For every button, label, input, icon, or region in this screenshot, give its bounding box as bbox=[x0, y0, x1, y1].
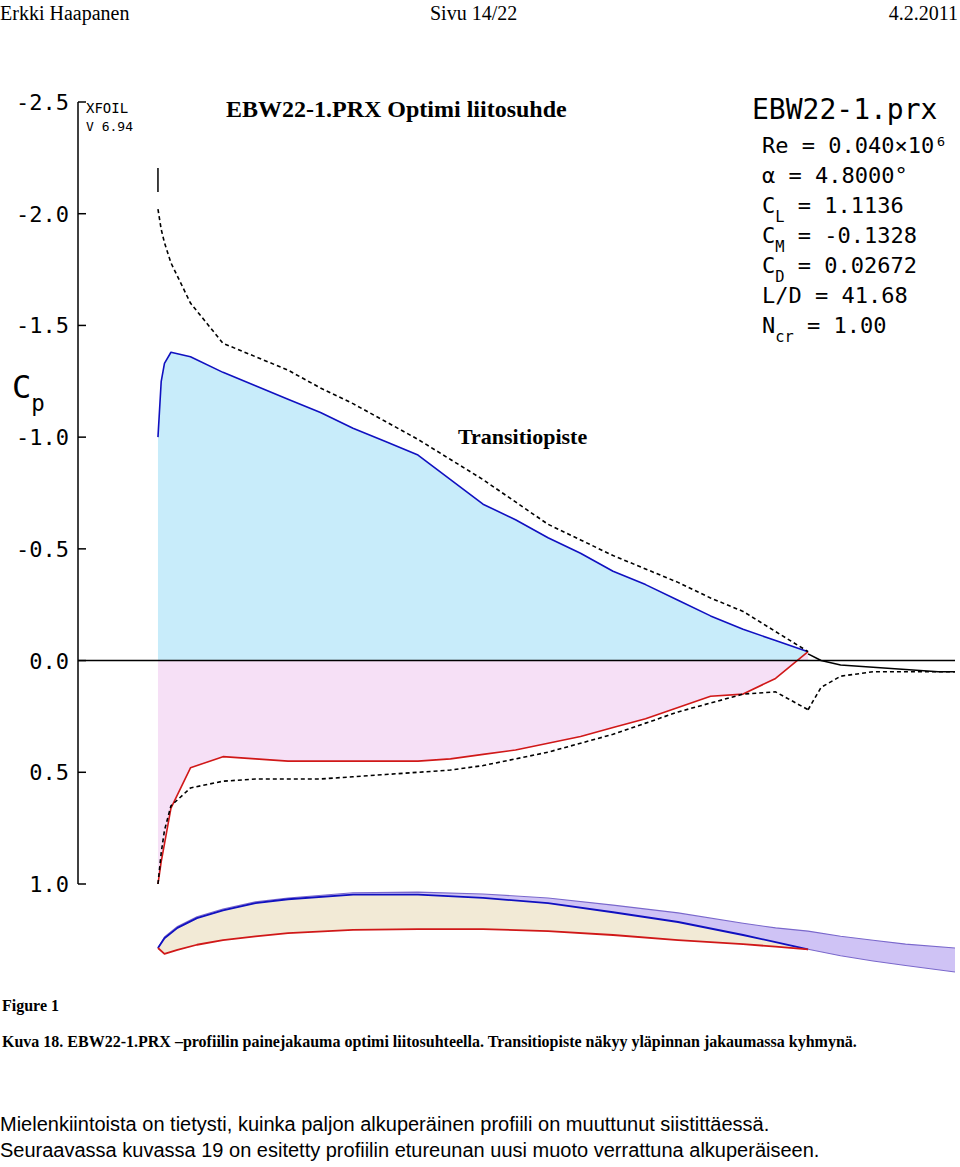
annotation: XFOIL bbox=[86, 100, 128, 116]
y-tick bbox=[78, 883, 86, 885]
annotation: Re = 0.040×10⁶ bbox=[762, 133, 947, 158]
airfoil-surface bbox=[158, 929, 808, 954]
annotation: Ncr = 1.00 bbox=[762, 313, 887, 346]
page-header: 4.2.2011 bbox=[889, 1, 958, 25]
x-axis bbox=[78, 660, 955, 662]
subscript: p bbox=[31, 390, 44, 416]
subscript: cr bbox=[775, 328, 794, 346]
y-tick bbox=[78, 772, 86, 774]
subscript: M bbox=[775, 238, 784, 256]
y-tick-label: -1.5 bbox=[16, 313, 69, 338]
y-axis-label: Cp bbox=[12, 368, 45, 416]
value-text: = 1.1136 bbox=[785, 193, 904, 218]
displacement-fill bbox=[158, 892, 955, 972]
symbol: C bbox=[12, 368, 31, 406]
cp-line-inviscid bbox=[158, 692, 808, 884]
cp-plot: -2.5 -2.0 -1.5 -1.0 -0.5 0.0 0.5 1.0 Cp EBW22-1.P… bbox=[12, 90, 955, 897]
symbol: N bbox=[762, 313, 775, 338]
annotation: EBW22-1.prx bbox=[752, 93, 937, 126]
y-tick-label: 0.0 bbox=[29, 649, 69, 674]
airfoil-plot bbox=[158, 892, 955, 972]
plot-area bbox=[158, 209, 955, 884]
annotation: V 6.94 bbox=[86, 119, 133, 134]
annotation: CL = 1.1136 bbox=[762, 193, 904, 226]
y-axis bbox=[77, 102, 79, 884]
y-tick-label: 1.0 bbox=[29, 872, 69, 897]
y-tick bbox=[78, 213, 86, 215]
chart-svg: -2.5 -2.0 -1.5 -1.0 -0.5 0.0 0.5 1.0 Cp EBW22-1.P… bbox=[0, 0, 960, 1167]
body-text: Seuraavassa kuvassa 19 on esitetty profi… bbox=[0, 1138, 819, 1162]
symbol: C bbox=[762, 193, 775, 218]
annotation: α = 4.8000° bbox=[762, 163, 908, 188]
y-tick-label: -0.5 bbox=[16, 537, 69, 562]
displacement-line bbox=[808, 949, 955, 972]
y-tick-label: -2.0 bbox=[16, 202, 69, 227]
annotation: L/D = 41.68 bbox=[762, 283, 908, 308]
cp-line-inviscid bbox=[808, 672, 955, 710]
symbol: C bbox=[762, 253, 775, 278]
y-tick-label: -1.0 bbox=[16, 425, 69, 450]
y-tick bbox=[78, 325, 86, 327]
y-tick bbox=[78, 436, 86, 438]
y-tick bbox=[78, 101, 86, 103]
airfoil-fill bbox=[158, 895, 808, 954]
page-header: Erkki Haapanen bbox=[0, 1, 129, 25]
value-text: = 0.02672 bbox=[785, 253, 917, 278]
y-tick bbox=[78, 660, 86, 662]
cp-line bbox=[158, 352, 808, 651]
body-text: Mielenkiintoista on tietysti, kuinka pal… bbox=[0, 1112, 769, 1136]
area-fill bbox=[158, 652, 808, 884]
annotation: CM = -0.1328 bbox=[762, 223, 917, 256]
value-text: = 1.00 bbox=[794, 313, 887, 338]
subscript: L bbox=[775, 208, 784, 226]
value-text: = -0.1328 bbox=[785, 223, 917, 248]
plot-area bbox=[158, 892, 955, 972]
cp-line-inviscid bbox=[158, 209, 808, 651]
symbol: C bbox=[762, 223, 775, 248]
airfoil-surface bbox=[158, 895, 808, 950]
area-fill bbox=[158, 352, 808, 660]
chart-title: EBW22-1.PRX Optimi liitosuhde bbox=[226, 96, 567, 122]
le-marker bbox=[157, 168, 159, 192]
cp-line-inviscid bbox=[808, 654, 955, 672]
figure-label: Figure 1 bbox=[2, 996, 59, 1016]
annotation: CD = 0.02672 bbox=[762, 253, 917, 286]
transition-label: Transitiopiste bbox=[458, 424, 587, 449]
page-header: Sivu 14/22 bbox=[430, 1, 517, 25]
y-tick bbox=[78, 548, 86, 550]
y-tick-label: -2.5 bbox=[16, 90, 69, 115]
figure-caption: Kuva 18. EBW22-1.PRX –profiilin painejak… bbox=[2, 1031, 954, 1053]
cp-line bbox=[158, 652, 808, 884]
y-tick-label: 0.5 bbox=[29, 760, 69, 785]
